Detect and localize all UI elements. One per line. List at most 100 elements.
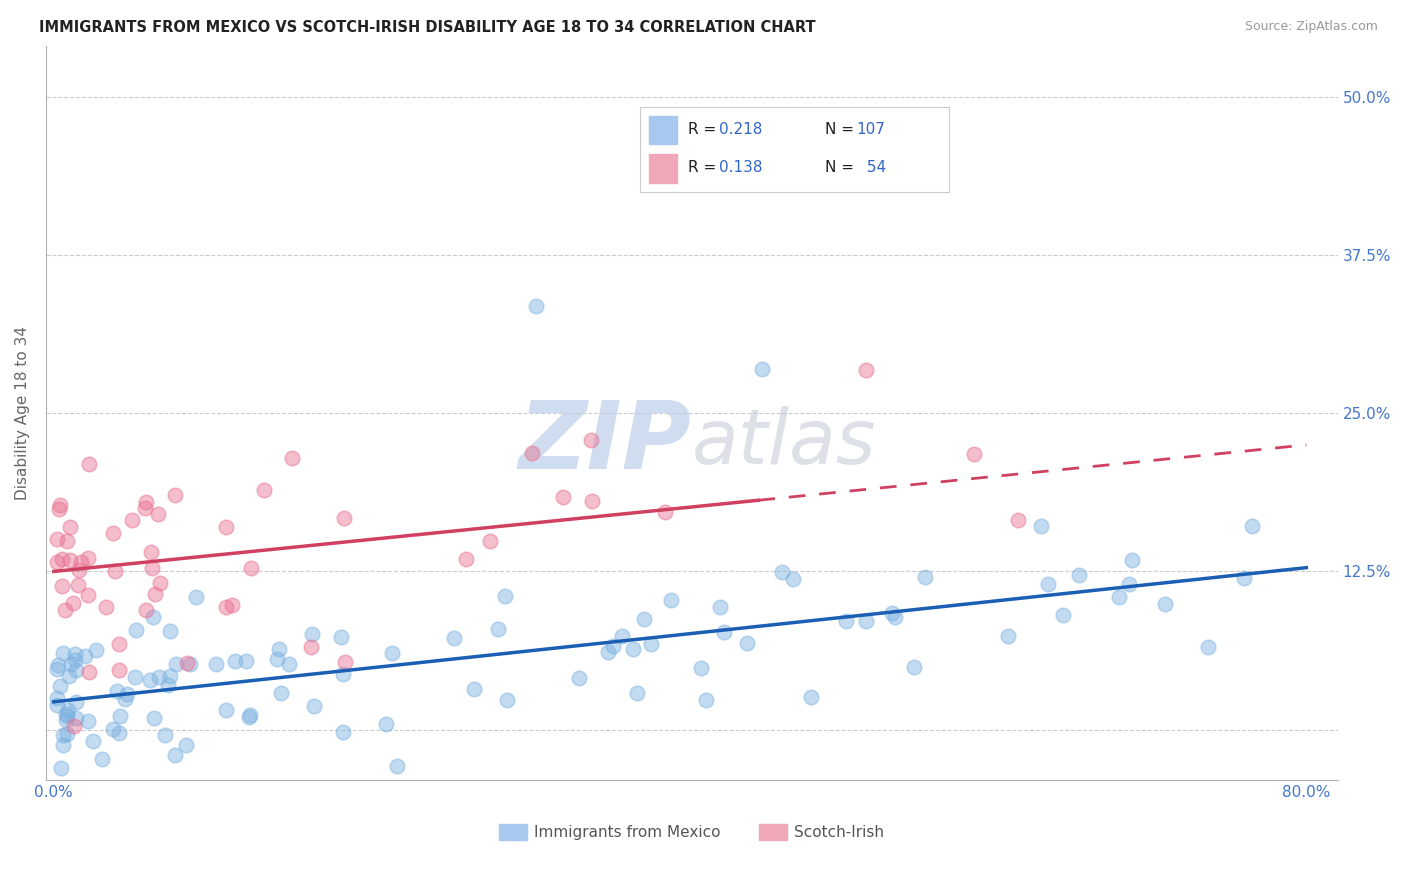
Bar: [650, 116, 676, 145]
Point: [1118, 576, 1140, 591]
Point: [1036, 577, 1059, 591]
Point: [65, 711, 87, 725]
Point: [76, 551, 98, 566]
Point: [121, 513, 143, 527]
Text: IMMIGRANTS FROM MEXICO VS SCOTCH-IRISH DISABILITY AGE 18 TO 34 CORRELATION CHART: IMMIGRANTS FROM MEXICO VS SCOTCH-IRISH D…: [39, 20, 815, 35]
Point: [51, 579, 73, 593]
Point: [479, 533, 502, 548]
Point: [149, 576, 172, 591]
Point: [1121, 553, 1143, 567]
Point: [253, 483, 276, 497]
Text: N =: N =: [825, 122, 859, 137]
Text: R =: R =: [688, 122, 721, 137]
Point: [782, 573, 804, 587]
Point: [176, 656, 198, 670]
Point: [60, 657, 83, 672]
Point: [58, 668, 80, 682]
Point: [73, 649, 96, 664]
Point: [141, 561, 163, 575]
Point: [134, 501, 156, 516]
Point: [963, 447, 986, 461]
Text: 107: 107: [856, 122, 886, 137]
Text: ZIP: ZIP: [519, 397, 692, 489]
Point: [302, 698, 325, 713]
Point: [51, 646, 73, 660]
Point: [835, 614, 858, 628]
Point: [46, 657, 69, 672]
Point: [65, 653, 87, 667]
Point: [139, 673, 162, 688]
Point: [45, 556, 67, 570]
Point: [163, 747, 186, 762]
Point: [735, 636, 758, 650]
Text: R =: R =: [688, 161, 721, 175]
Point: [266, 651, 288, 665]
Point: [125, 623, 148, 637]
Point: [855, 615, 877, 629]
Point: [53, 603, 76, 617]
Point: [301, 627, 323, 641]
Point: [1069, 568, 1091, 582]
Point: [215, 520, 238, 534]
Point: [45, 698, 67, 712]
Point: [65, 695, 87, 709]
Point: [45, 690, 67, 705]
Point: [270, 686, 292, 700]
Point: [51, 761, 73, 775]
Point: [153, 728, 176, 742]
Point: [179, 657, 201, 672]
Point: [107, 663, 129, 677]
Point: [997, 629, 1019, 643]
Point: [903, 659, 925, 673]
Point: [146, 508, 169, 522]
Point: [165, 488, 187, 502]
Point: [640, 637, 662, 651]
Point: [159, 624, 181, 638]
Point: [148, 670, 170, 684]
Point: [63, 719, 86, 733]
Point: [105, 684, 128, 698]
Point: [496, 693, 519, 707]
Point: [385, 759, 408, 773]
Point: [224, 654, 246, 668]
Point: [142, 711, 165, 725]
Text: N =: N =: [825, 161, 859, 175]
Point: [124, 670, 146, 684]
Point: [375, 717, 398, 731]
Point: [157, 678, 180, 692]
Legend: Immigrants from Mexico, Scotch-Irish: Immigrants from Mexico, Scotch-Irish: [494, 818, 890, 846]
Point: [59, 519, 82, 533]
Point: [63, 647, 86, 661]
Point: [486, 622, 509, 636]
Point: [494, 590, 516, 604]
Point: [654, 504, 676, 518]
Text: atlas: atlas: [692, 406, 876, 480]
Point: [108, 726, 131, 740]
Point: [659, 593, 682, 607]
Point: [165, 657, 187, 672]
Point: [520, 446, 543, 460]
Point: [1154, 598, 1177, 612]
Point: [626, 686, 648, 700]
Point: [49, 679, 72, 693]
Point: [612, 629, 634, 643]
Text: 54: 54: [862, 161, 887, 175]
Point: [330, 630, 353, 644]
Point: [709, 599, 731, 614]
Point: [1052, 607, 1074, 622]
Point: [235, 654, 257, 668]
Point: [77, 714, 100, 728]
Point: [66, 578, 89, 592]
Point: [551, 490, 574, 504]
Point: [770, 566, 793, 580]
Point: [65, 663, 87, 677]
Point: [52, 738, 75, 752]
Point: [84, 643, 107, 657]
Point: [713, 624, 735, 639]
Point: [1108, 591, 1130, 605]
Point: [335, 656, 357, 670]
Point: [62, 597, 84, 611]
Point: [267, 642, 290, 657]
Point: [621, 642, 644, 657]
Point: [104, 564, 127, 578]
